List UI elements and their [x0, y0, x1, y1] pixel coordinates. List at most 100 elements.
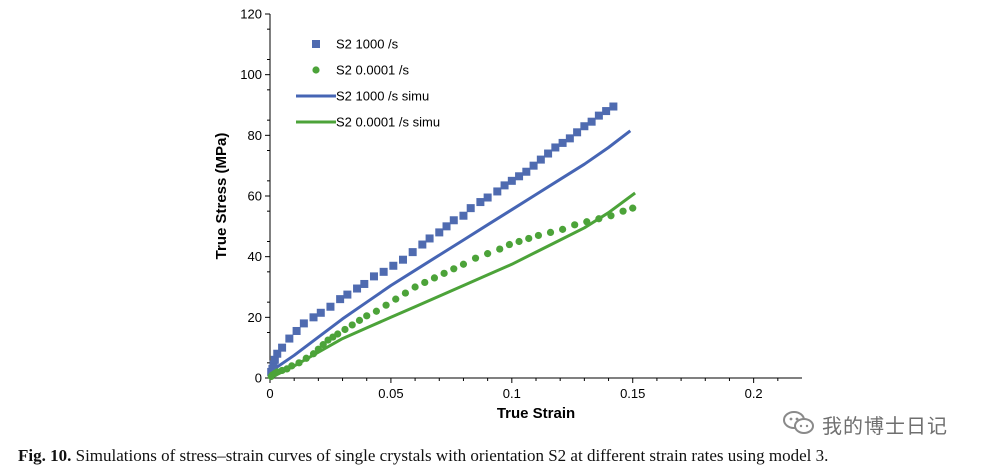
data-point-square — [408, 248, 417, 257]
data-point-square — [573, 128, 582, 137]
data-point-square — [466, 204, 475, 213]
x-tick-label: 0 — [266, 386, 273, 401]
data-point-circle — [392, 295, 400, 303]
data-point-square — [558, 138, 567, 147]
data-point-circle — [309, 350, 318, 358]
data-point-circle — [607, 212, 615, 220]
data-point-circle — [401, 289, 410, 297]
data-point-circle — [505, 240, 513, 249]
data-point-square — [326, 302, 335, 311]
data-point-circle — [440, 269, 448, 277]
data-point-square — [353, 284, 362, 293]
y-tick-label: 120 — [240, 7, 262, 22]
data-point-square — [316, 308, 325, 317]
data-point-circle — [430, 274, 439, 282]
watermark-text: 我的博士日记 — [822, 414, 948, 438]
stress-strain-chart: 0 20 40 60 80 100 120 0 0.05 0.1 0.15 0.2 True Stra… — [213, 7, 802, 422]
data-point-circle — [515, 237, 523, 246]
data-point-square — [449, 216, 458, 225]
data-point-square — [309, 313, 318, 322]
data-point-circle — [534, 231, 543, 240]
y-tick-label: 60 — [248, 189, 262, 204]
legend-label: S2 1000 /s simu — [336, 89, 429, 104]
data-point-square — [418, 240, 427, 249]
series-layer — [267, 102, 637, 381]
x-tick-label: 0.05 — [378, 386, 403, 401]
caption-text: Simulations of stress–strain curves of s… — [71, 446, 829, 465]
data-point-square — [551, 143, 560, 152]
y-tick-label: 80 — [248, 128, 262, 143]
figure-caption: Fig. 10. Simulations of stress–strain cu… — [18, 446, 998, 466]
data-point-circle — [319, 341, 327, 349]
x-tick-label: 0.2 — [745, 386, 763, 401]
data-point-square — [536, 155, 545, 164]
data-point-circle — [619, 207, 627, 215]
caption-label: Fig. 10. — [18, 446, 72, 465]
data-point-square — [522, 167, 531, 176]
data-point-square — [507, 176, 516, 185]
data-point-square — [476, 198, 485, 207]
y-tick-label: 100 — [240, 67, 262, 82]
data-point-square — [278, 343, 287, 352]
data-point-square — [268, 364, 277, 373]
data-point-square — [270, 355, 279, 364]
data-point-square — [343, 290, 352, 299]
data-point-square — [273, 349, 282, 358]
data-point-square — [529, 161, 538, 170]
legend-label: S2 0.0001 /s simu — [336, 115, 440, 130]
x-tick-label: 0.1 — [503, 386, 521, 401]
data-point-square — [442, 222, 451, 231]
data-point-circle — [595, 215, 603, 223]
x-axis-title: True Strain — [497, 405, 575, 422]
legend-label: S2 1000 /s — [336, 37, 399, 52]
data-point-circle — [302, 354, 310, 362]
data-point-square — [587, 117, 596, 126]
data-point-circle — [314, 345, 322, 353]
data-point-square — [594, 111, 603, 120]
data-point-square — [379, 267, 388, 276]
y-axis-title: True Stress (MPa) — [213, 133, 230, 260]
data-point-square — [435, 228, 444, 237]
data-point-circle — [411, 283, 419, 291]
data-point-square — [565, 134, 574, 143]
data-point-circle — [288, 362, 296, 370]
data-point-circle — [450, 265, 458, 273]
data-point-circle — [459, 260, 468, 268]
data-point-circle — [471, 254, 480, 262]
data-point-square — [459, 211, 468, 220]
data-point-circle — [421, 278, 429, 287]
legend-marker-square — [312, 40, 320, 48]
data-point-square — [609, 102, 618, 111]
data-point-circle — [629, 204, 637, 212]
data-point-square — [292, 326, 301, 335]
y-tick-label: 40 — [248, 249, 262, 264]
data-point-square — [500, 181, 509, 190]
data-point-circle — [525, 234, 533, 243]
data-point-square — [425, 234, 434, 243]
data-point-square — [483, 193, 492, 202]
chat-bubble-icon — [783, 411, 814, 434]
data-point-circle — [496, 245, 504, 253]
data-point-square — [602, 107, 611, 116]
data-point-circle — [295, 359, 303, 367]
data-point-circle — [341, 325, 349, 334]
data-point-square — [580, 122, 589, 131]
data-point-square — [544, 149, 553, 158]
data-point-square — [299, 319, 308, 328]
legend: S2 1000 /s S2 0.0001 /s S2 1000 /s simu S2 … — [296, 37, 440, 130]
data-point-square — [515, 172, 524, 181]
data-point-circle — [355, 316, 364, 324]
watermark: 我的博士日记 — [782, 406, 982, 440]
data-point-square — [336, 295, 345, 304]
data-point-circle — [484, 250, 492, 258]
axes: 0 20 40 60 80 100 120 0 0.05 0.1 0.15 0.2 — [240, 7, 802, 401]
data-point-square — [389, 261, 398, 270]
y-tick-label: 20 — [248, 310, 262, 325]
data-point-square — [369, 272, 378, 281]
data-point-square — [399, 255, 407, 264]
data-point-circle — [546, 228, 555, 236]
y-tick-label: 0 — [255, 371, 262, 386]
x-tick-label: 0.15 — [620, 386, 645, 401]
series-line — [269, 191, 636, 380]
legend-marker-circle — [312, 66, 320, 74]
